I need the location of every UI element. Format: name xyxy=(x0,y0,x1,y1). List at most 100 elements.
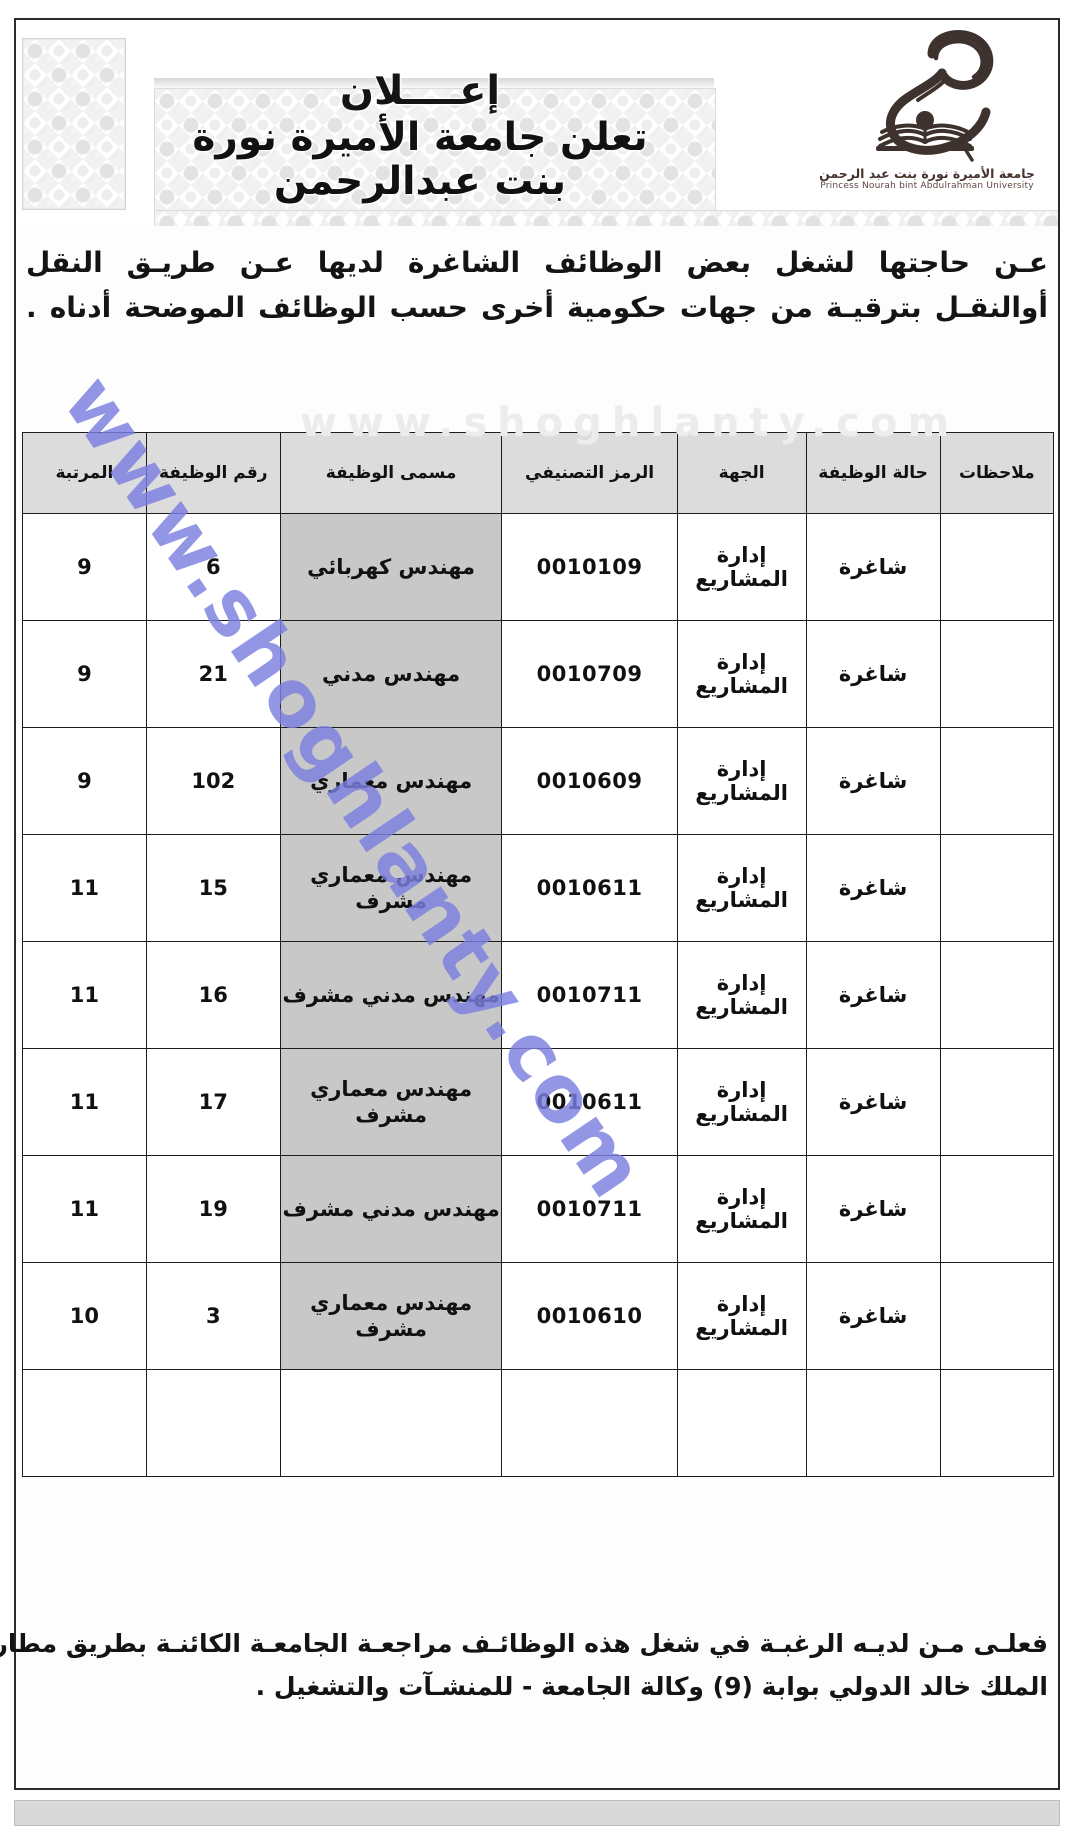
table-row: شاغرة إدارة المشاريع 0010109 مهندس كهربا… xyxy=(22,513,1055,621)
intro-paragraph: عـن حاجتها لشغل بعض الوظائف الشاغرة لديه… xyxy=(26,240,1048,331)
cell-dept: إدارة المشاريع xyxy=(676,620,807,728)
cell-empty xyxy=(676,1369,807,1477)
th-number: رقم الوظيفة xyxy=(145,432,281,514)
cell-title: مهندس مدني xyxy=(279,620,503,728)
table-row: شاغرة إدارة المشاريع 0010609 مهندس معمار… xyxy=(22,727,1055,835)
cell-rank: 11 xyxy=(22,941,147,1049)
intro-line-1: عـن حاجتها لشغل بعض الوظائف الشاغرة لديه… xyxy=(26,246,1048,279)
logo-caption-english: Princess Nourah bint Abdulrahman Univers… xyxy=(820,181,1034,192)
cell-state: شاغرة xyxy=(805,941,941,1049)
table-row: شاغرة إدارة المشاريع 0010711 مهندس مدني … xyxy=(22,941,1055,1049)
cell-title: مهندس كهربائي xyxy=(279,513,503,621)
logo-dot xyxy=(916,111,934,129)
logo-caption-arabic: جامعة الأميرة نورة بنت عبد الرحمن xyxy=(819,166,1035,181)
cell-rank: 11 xyxy=(22,834,147,942)
cell-code: 0010611 xyxy=(501,834,678,942)
cell-notes xyxy=(939,941,1055,1049)
cell-state: شاغرة xyxy=(805,1048,941,1156)
table-row-empty xyxy=(22,1369,1055,1477)
cell-code: 0010609 xyxy=(501,727,678,835)
cell-code: 0010611 xyxy=(501,1048,678,1156)
cell-code: 0010109 xyxy=(501,513,678,621)
banner-title-group: إعــــلان تعلن جامعة الأميرة نورة بنت عب… xyxy=(150,68,690,203)
cell-number: 16 xyxy=(145,941,281,1049)
announcement-word: إعــــلان xyxy=(339,68,501,114)
cell-state: شاغرة xyxy=(805,620,941,728)
cell-rank: 9 xyxy=(22,620,147,728)
announcer-line: تعلن جامعة الأميرة نورة بنت عبدالرحمن xyxy=(192,115,648,204)
university-logo-block: جامعة الأميرة نورة بنت عبد الرحمن Prince… xyxy=(802,24,1052,210)
footer-paragraph: فعلـى مـن لديـه الرغبـة في شغل هذه الوظا… xyxy=(0,1622,1048,1708)
banner-top-shade xyxy=(154,78,714,90)
cell-state: شاغرة xyxy=(805,727,941,835)
jobs-table-head: ملاحظات حالة الوظيفة الجهة الرمز التصنيف… xyxy=(22,432,1055,514)
cell-title: مهندس مدني مشرف xyxy=(279,941,503,1049)
cell-notes xyxy=(939,727,1055,835)
cell-code: 0010709 xyxy=(501,620,678,728)
cell-number: 21 xyxy=(145,620,281,728)
table-row: شاغرة إدارة المشاريع 0010709 مهندس مدني … xyxy=(22,620,1055,728)
cell-rank: 9 xyxy=(22,513,147,621)
cell-rank: 11 xyxy=(22,1048,147,1156)
cell-state: شاغرة xyxy=(805,834,941,942)
cell-number: 15 xyxy=(145,834,281,942)
cell-number: 19 xyxy=(145,1155,281,1263)
th-dept: الجهة xyxy=(676,432,807,514)
header-banner xyxy=(16,20,1058,226)
cell-title: مهندس مدني مشرف xyxy=(279,1155,503,1263)
th-rank: المرتبة xyxy=(22,432,147,514)
cell-number: 3 xyxy=(145,1262,281,1370)
cell-title: مهندس معماري مشرف xyxy=(279,1048,503,1156)
cell-empty xyxy=(279,1369,503,1477)
footer-line-2: الملك خالد الدولي بوابة (9) وكالة الجامع… xyxy=(255,1672,1048,1701)
cell-empty xyxy=(145,1369,281,1477)
th-code: الرمز التصنيفي xyxy=(501,432,678,514)
table-row: شاغرة إدارة المشاريع 0010611 مهندس معمار… xyxy=(22,1048,1055,1156)
cell-code: 0010711 xyxy=(501,1155,678,1263)
cell-rank: 11 xyxy=(22,1155,147,1263)
table-row: شاغرة إدارة المشاريع 0010610 مهندس معمار… xyxy=(22,1262,1055,1370)
cell-title: مهندس معماري xyxy=(279,727,503,835)
page-bottom-bar xyxy=(14,1800,1060,1826)
cell-number: 17 xyxy=(145,1048,281,1156)
cell-number: 6 xyxy=(145,513,281,621)
cell-rank: 9 xyxy=(22,727,147,835)
intro-line-2: أوالنقـل بترقيـة من جهات حكومية أخرى حسب… xyxy=(26,291,1048,325)
th-notes: ملاحظات xyxy=(939,432,1055,514)
cell-empty xyxy=(939,1369,1055,1477)
pnu-calligraphy-book-logo xyxy=(876,30,994,162)
jobs-table: ملاحظات حالة الوظيفة الجهة الرمز التصنيف… xyxy=(22,432,1055,1477)
th-title: مسمى الوظيفة xyxy=(279,432,503,514)
jobs-table-wrapper: ملاحظات حالة الوظيفة الجهة الرمز التصنيف… xyxy=(22,432,1055,1477)
cell-dept: إدارة المشاريع xyxy=(676,1155,807,1263)
cell-dept: إدارة المشاريع xyxy=(676,1262,807,1370)
cell-dept: إدارة المشاريع xyxy=(676,513,807,621)
table-row: شاغرة إدارة المشاريع 0010711 مهندس مدني … xyxy=(22,1155,1055,1263)
cell-dept: إدارة المشاريع xyxy=(676,1048,807,1156)
cell-code: 0010610 xyxy=(501,1262,678,1370)
cell-empty xyxy=(22,1369,147,1477)
jobs-table-header-row: ملاحظات حالة الوظيفة الجهة الرمز التصنيف… xyxy=(22,432,1055,514)
cell-rank: 10 xyxy=(22,1262,147,1370)
cell-title: مهندس معماري مشرف xyxy=(279,1262,503,1370)
cell-code: 0010711 xyxy=(501,941,678,1049)
table-row: شاغرة إدارة المشاريع 0010611 مهندس معمار… xyxy=(22,834,1055,942)
cell-notes xyxy=(939,620,1055,728)
cell-empty xyxy=(805,1369,941,1477)
cell-dept: إدارة المشاريع xyxy=(676,941,807,1049)
cell-notes xyxy=(939,1155,1055,1263)
cell-notes xyxy=(939,513,1055,621)
cell-dept: إدارة المشاريع xyxy=(676,727,807,835)
cell-notes xyxy=(939,1262,1055,1370)
ornament-left-panel xyxy=(22,38,126,210)
cell-empty xyxy=(501,1369,678,1477)
cell-state: شاغرة xyxy=(805,1155,941,1263)
footer-line-1: فعلـى مـن لديـه الرغبـة في شغل هذه الوظا… xyxy=(0,1629,1048,1658)
cell-notes xyxy=(939,1048,1055,1156)
th-state: حالة الوظيفة xyxy=(805,432,941,514)
jobs-table-body: شاغرة إدارة المشاريع 0010109 مهندس كهربا… xyxy=(22,513,1055,1477)
cell-number: 102 xyxy=(145,727,281,835)
ornament-title-backdrop xyxy=(154,88,716,212)
ornament-bottom-strip xyxy=(154,210,1058,226)
